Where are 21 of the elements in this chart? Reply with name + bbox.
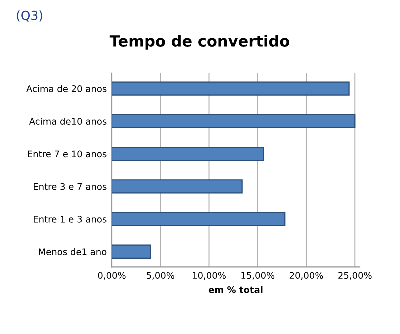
x-tick-label: 10,00% — [193, 272, 226, 280]
x-tick-label: 0,00% — [98, 272, 126, 280]
x-tick-label: 5,00% — [146, 272, 174, 280]
x-axis-title: em % total — [208, 286, 263, 294]
y-tick-label: Acima de 20 anos — [26, 85, 107, 92]
bar — [112, 244, 152, 259]
chart-title: Tempo de convertido — [110, 35, 290, 50]
x-tick-label: 15,00% — [242, 272, 275, 280]
bar — [112, 114, 356, 128]
bar — [112, 82, 350, 96]
bar — [112, 212, 286, 226]
bar — [112, 180, 243, 194]
y-tick-label: Entre 1 e 3 anos — [34, 216, 107, 223]
y-tick-label: Menos de1 ano — [39, 248, 107, 256]
x-tick-label: 20,00% — [290, 272, 324, 280]
y-tick-label: Entre 7 e 10 anos — [28, 150, 107, 158]
y-tick-label: Entre 3 e 7 anos — [34, 183, 107, 190]
text: (Q3) — [17, 10, 42, 22]
x-tick-label: 25,00% — [338, 272, 372, 280]
y-tick-label: Acima de10 anos — [29, 118, 107, 125]
bar — [112, 146, 264, 162]
